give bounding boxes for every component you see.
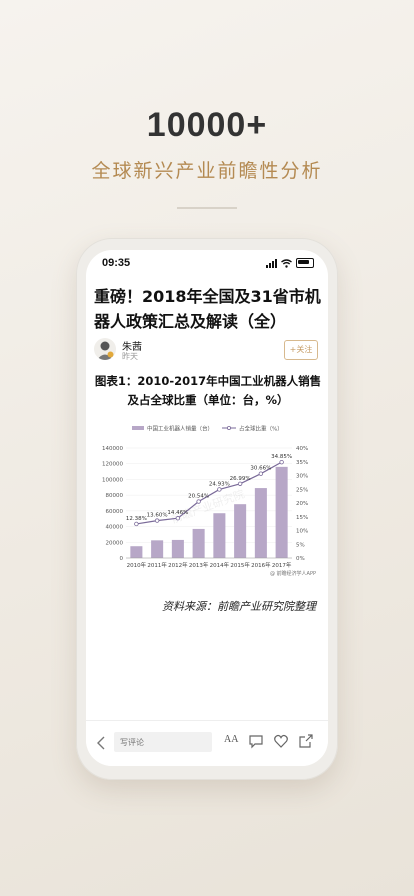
hero-divider xyxy=(177,207,237,209)
y-left-tick-label: 0 xyxy=(120,556,124,562)
share-data-label: 12.38% xyxy=(126,516,147,522)
y-right-tick-label: 25% xyxy=(296,487,308,493)
status-icons xyxy=(266,258,314,268)
share-data-label: 34.85% xyxy=(271,454,292,460)
x-tick-label: 2014年 xyxy=(210,561,230,569)
legend-label-line: 占全球比重（%） xyxy=(239,425,283,433)
signal-icon xyxy=(266,258,277,268)
y-left-tick-label: 40000 xyxy=(106,525,124,531)
chart-heading: 图表1：2010-2017年中国工业机器人销售及占全球比重（单位：台，%） xyxy=(94,374,322,407)
author-avatar[interactable] xyxy=(94,338,116,360)
share-point-3 xyxy=(175,516,181,521)
x-tick-label: 2012年 xyxy=(168,561,188,569)
x-tick-label: 2011年 xyxy=(147,561,167,569)
comment-icon[interactable] xyxy=(248,733,264,749)
bar-6 xyxy=(234,504,247,558)
share-data-label: 20.54% xyxy=(188,494,209,500)
y-left-tick-label: 120000 xyxy=(102,462,123,468)
y-right-tick-label: 5% xyxy=(296,542,305,548)
y-right-tick-label: 30% xyxy=(296,474,308,480)
hero-title: 10000+ xyxy=(146,106,268,144)
y-left-tick-label: 20000 xyxy=(106,540,124,546)
share-point-7 xyxy=(258,471,264,476)
y-right-tick-label: 40% xyxy=(296,446,308,452)
comment-input[interactable] xyxy=(114,732,212,752)
y-right-tick-label: 10% xyxy=(296,529,308,535)
y-right-tick-label: 15% xyxy=(296,515,308,521)
avatar-figure-icon xyxy=(97,341,114,360)
y-right-tick-label: 0% xyxy=(296,556,305,562)
share-point-4 xyxy=(196,499,201,504)
bottom-toolbar: AA xyxy=(86,720,328,766)
share-point-1 xyxy=(134,521,139,527)
battery-icon xyxy=(296,258,314,268)
share-icon[interactable] xyxy=(298,733,314,749)
legend-swatch-bar xyxy=(132,426,144,430)
share-point-8 xyxy=(279,459,284,465)
sales-chart: 中国工业机器人销量（台） 占全球比重（%） 0 20000 40000 60000 8000… xyxy=(102,425,316,578)
x-tick-label: 2016年 xyxy=(251,561,271,569)
y-left-tick-label: 60000 xyxy=(106,509,124,515)
like-heart-icon[interactable] xyxy=(273,733,289,749)
bar-2 xyxy=(151,540,164,558)
author-name[interactable]: 朱茜 xyxy=(122,342,142,353)
publish-date: 昨天 xyxy=(122,352,138,361)
y-left-tick-label: 140000 xyxy=(102,446,123,452)
share-point-6 xyxy=(237,481,243,486)
bar-8 xyxy=(275,466,288,558)
back-icon[interactable] xyxy=(95,735,109,751)
share-data-label: 26.99% xyxy=(230,476,251,482)
legend-marker-line xyxy=(226,426,231,431)
share-data-label: 13.60% xyxy=(147,513,168,519)
x-tick-label: 2013年 xyxy=(189,561,209,569)
bar-7 xyxy=(254,488,267,558)
x-tick-label: 2010年 xyxy=(127,561,147,569)
share-data-label: 24.93% xyxy=(209,481,230,487)
phone-frame: 09:35 重磅！2018年全国及31省市机器人政策汇总及解读（全） 朱茜 昨天… xyxy=(76,238,338,780)
font-size-icon[interactable]: AA xyxy=(224,734,239,745)
article-title: 重磅！2018年全国及31省市机器人政策汇总及解读（全） xyxy=(94,287,321,331)
share-line xyxy=(136,461,282,525)
share-data-label: 14.46% xyxy=(167,510,188,516)
y-right-tick-label: 35% xyxy=(296,460,308,466)
phone-screen: 09:35 重磅！2018年全国及31省市机器人政策汇总及解读（全） 朱茜 昨天… xyxy=(86,250,328,766)
bar-4 xyxy=(192,528,205,558)
share-point-5 xyxy=(217,487,222,492)
share-data-label: 30.66% xyxy=(250,466,271,472)
chart-credit: @ 前瞻经济学人APP xyxy=(270,570,316,577)
status-time: 09:35 xyxy=(102,257,131,269)
hero-subtitle: 全球新兴产业前瞻性分析 xyxy=(91,160,323,182)
x-tick-label: 2015年 xyxy=(230,561,250,569)
y-left-tick-label: 100000 xyxy=(102,477,123,483)
bar-3 xyxy=(171,539,184,558)
legend-label-bar: 中国工业机器人销量（台） xyxy=(147,425,213,433)
y-right-tick-label: 20% xyxy=(296,501,308,507)
status-bar: 09:35 xyxy=(86,250,328,276)
source-note: 资料来源：前瞻产业研究院整理 xyxy=(162,600,316,613)
follow-button[interactable]: +关注 xyxy=(284,340,318,360)
wifi-icon xyxy=(281,258,292,268)
bar-1 xyxy=(130,546,143,558)
share-point-2 xyxy=(154,518,160,523)
x-tick-label: 2017年 xyxy=(272,561,292,569)
bar-5 xyxy=(213,513,226,558)
y-left-tick-label: 80000 xyxy=(106,493,124,499)
